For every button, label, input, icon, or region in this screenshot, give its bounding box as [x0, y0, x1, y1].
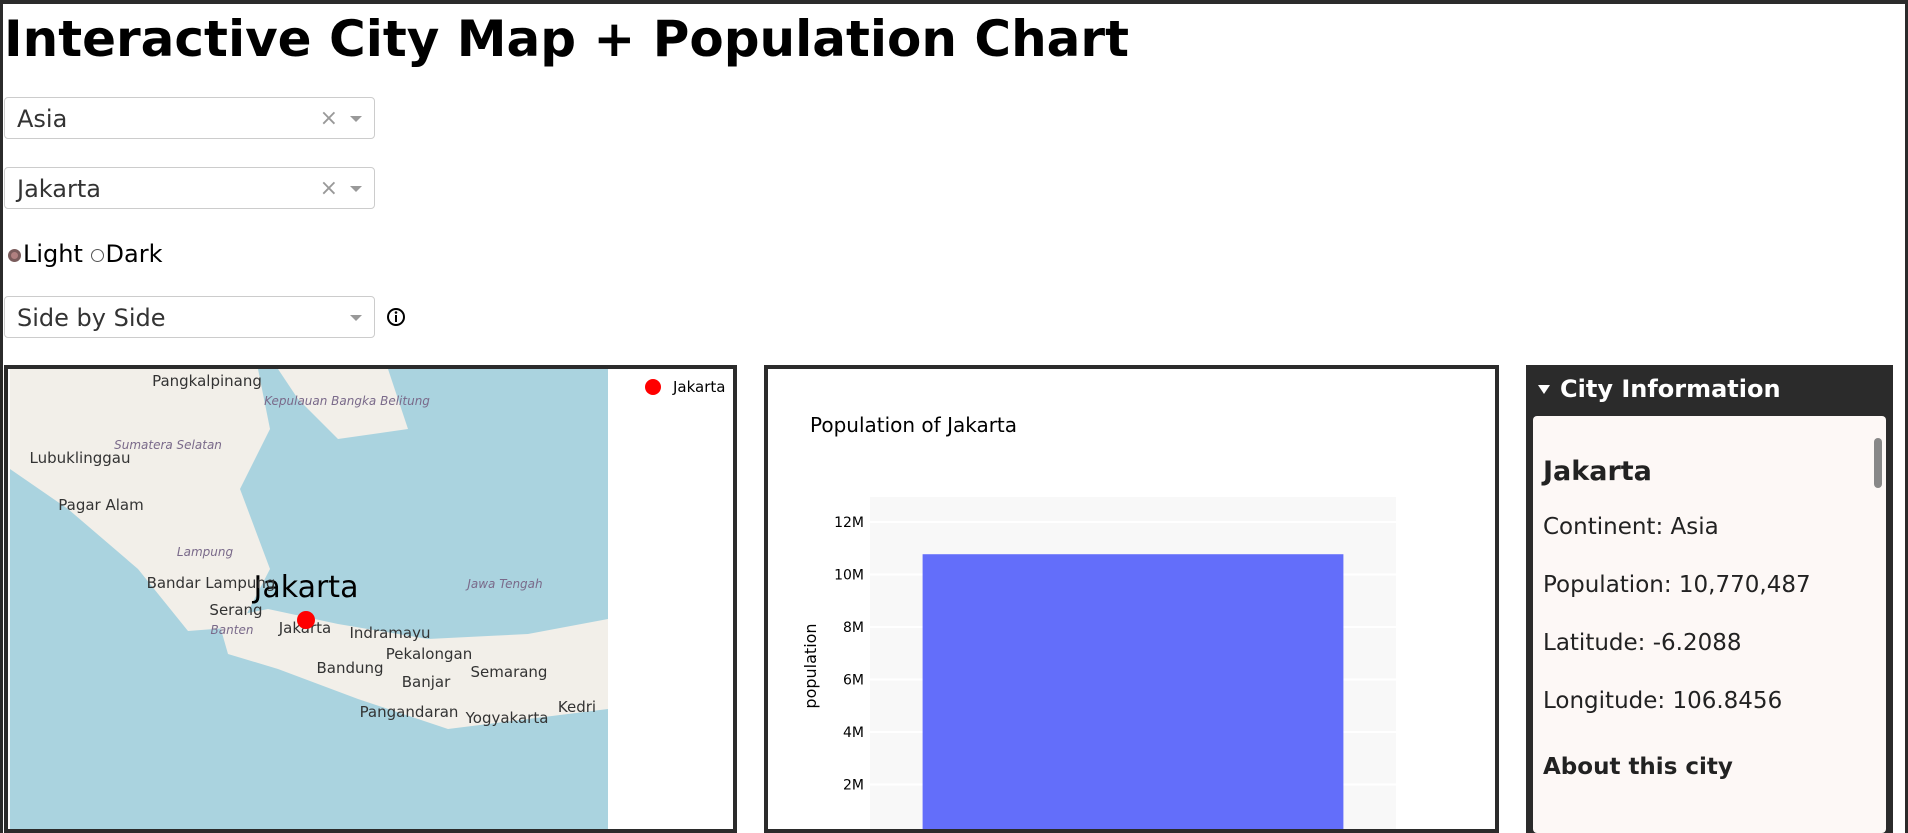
place-label: Pekalongan: [386, 645, 472, 663]
place-label: Sumatera Selatan: [114, 438, 222, 452]
continent-dropdown[interactable]: Asia ×: [4, 97, 375, 139]
y-tick-label: 4M: [843, 725, 864, 741]
place-label: Pagar Alam: [58, 496, 143, 514]
place-label: Bandar Lampung: [147, 574, 276, 592]
radio-label[interactable]: Dark: [105, 240, 163, 268]
arrow: [350, 116, 362, 122]
land: [10, 369, 270, 631]
place-label: Semarang: [471, 663, 548, 681]
y-tick-label: 2M: [843, 777, 864, 793]
info-line: Population: 10,770,487: [1543, 572, 1811, 598]
info-about: About this city: [1543, 754, 1733, 780]
place-label: Bandung: [316, 659, 383, 677]
arrow: [350, 315, 362, 321]
place-label: Pangandaran: [360, 703, 459, 721]
layout-dropdown[interactable]: Side by Side: [4, 296, 375, 338]
clear[interactable]: ×: [319, 106, 338, 131]
y-axis-label: population: [801, 623, 820, 708]
info-header[interactable]: City Information: [1560, 375, 1781, 403]
map-panel: Jakarta Jakarta Pangkalpinang Kepulauan B…: [4, 365, 737, 833]
y-tick-label: 6M: [843, 672, 864, 688]
chart-panel: Population of Jakarta population 2M 4M 6M 8…: [764, 365, 1499, 833]
info-panel: City Information Jakarta Continent: Asia…: [1526, 365, 1893, 833]
place-label: Kedri: [558, 698, 596, 716]
legend-label[interactable]: Jakarta: [672, 378, 725, 396]
city-dropdown[interactable]: Jakarta ×: [4, 167, 375, 209]
place-label: Jawa Tengah: [465, 577, 542, 591]
radio-button[interactable]: [8, 248, 21, 262]
arrow: [350, 186, 362, 192]
scrollbar[interactable]: [1874, 438, 1882, 488]
bar: [922, 554, 1344, 829]
info-body: Jakarta Continent: Asia Population: 10,7…: [1533, 416, 1886, 833]
place-label: Yogyakarta: [465, 709, 549, 727]
radio-label[interactable]: Light: [23, 240, 83, 268]
place-label: Kepulauan Bangka Belitung: [264, 394, 430, 408]
city-marker[interactable]: [297, 611, 315, 629]
place-label: Banten: [211, 623, 254, 637]
dropdown-value: Side by Side: [17, 304, 166, 332]
place-label: Lampung: [177, 545, 234, 559]
place-label: Banjar: [402, 673, 451, 691]
info-icon[interactable]: [386, 307, 406, 327]
place-label: Lubuklinggau: [30, 449, 131, 467]
chart-title: Population of Jakarta: [810, 413, 1017, 437]
land: [218, 609, 608, 729]
radio-button[interactable]: [90, 248, 104, 262]
info-line: Latitude: -6.2088: [1543, 630, 1742, 656]
dropdown-value: Jakarta: [17, 175, 101, 203]
dropdown-value: Asia: [17, 105, 68, 133]
collapse-toggle[interactable]: [1538, 385, 1550, 394]
page-title: Interactive City Map + Population Chart: [4, 10, 1129, 68]
info-line: Longitude: 106.8456: [1543, 688, 1783, 714]
info-city: Jakarta: [1543, 456, 1652, 487]
city-label: Jakarta: [252, 570, 359, 605]
place-label: Serang: [209, 601, 262, 619]
place-label: Pangkalpinang: [152, 372, 262, 390]
legend-marker: [645, 379, 661, 395]
clear[interactable]: ×: [319, 176, 338, 201]
theme-radio: Light Dark: [8, 240, 163, 268]
place-label: Indramayu: [350, 624, 431, 642]
y-tick-label: 8M: [843, 620, 864, 636]
y-tick-label: 10M: [834, 567, 864, 583]
chart: Population of Jakarta population 2M 4M 6M 8…: [801, 413, 1396, 829]
info-line: Continent: Asia: [1543, 514, 1719, 540]
y-tick-label: 12M: [834, 515, 864, 531]
land: [278, 369, 408, 439]
